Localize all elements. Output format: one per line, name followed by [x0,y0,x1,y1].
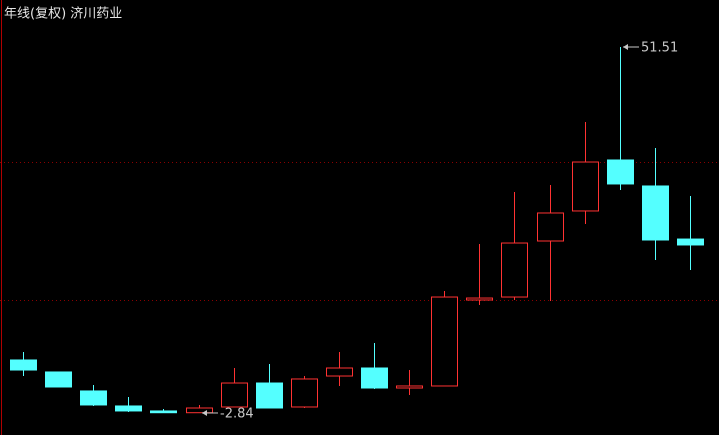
candle-body [221,382,248,408]
candle-body [677,238,704,246]
candle-body [45,371,72,388]
candle-body [150,410,177,414]
candle-body [115,405,142,412]
annotation-arrowhead [623,44,628,51]
candle-body [361,367,388,389]
candle-body [396,385,423,389]
candle-body [572,161,599,212]
candle-body [607,159,634,185]
candle-body [326,367,353,377]
candle-body [291,378,318,408]
candle-body [431,296,458,387]
candle-body [256,382,283,409]
annotation-label: 51.51 [641,41,678,56]
annotation-arrowhead [202,409,207,416]
candle-body [10,359,37,371]
annotation-label: -2.84 [220,406,254,421]
candle-body [80,390,107,406]
candle-body [501,242,528,298]
candle-body [466,297,493,301]
candle-body [642,185,669,241]
candle-body [186,407,213,414]
candle-body [537,212,564,242]
chart-title: 年线(复权) 济川药业 [4,6,122,22]
